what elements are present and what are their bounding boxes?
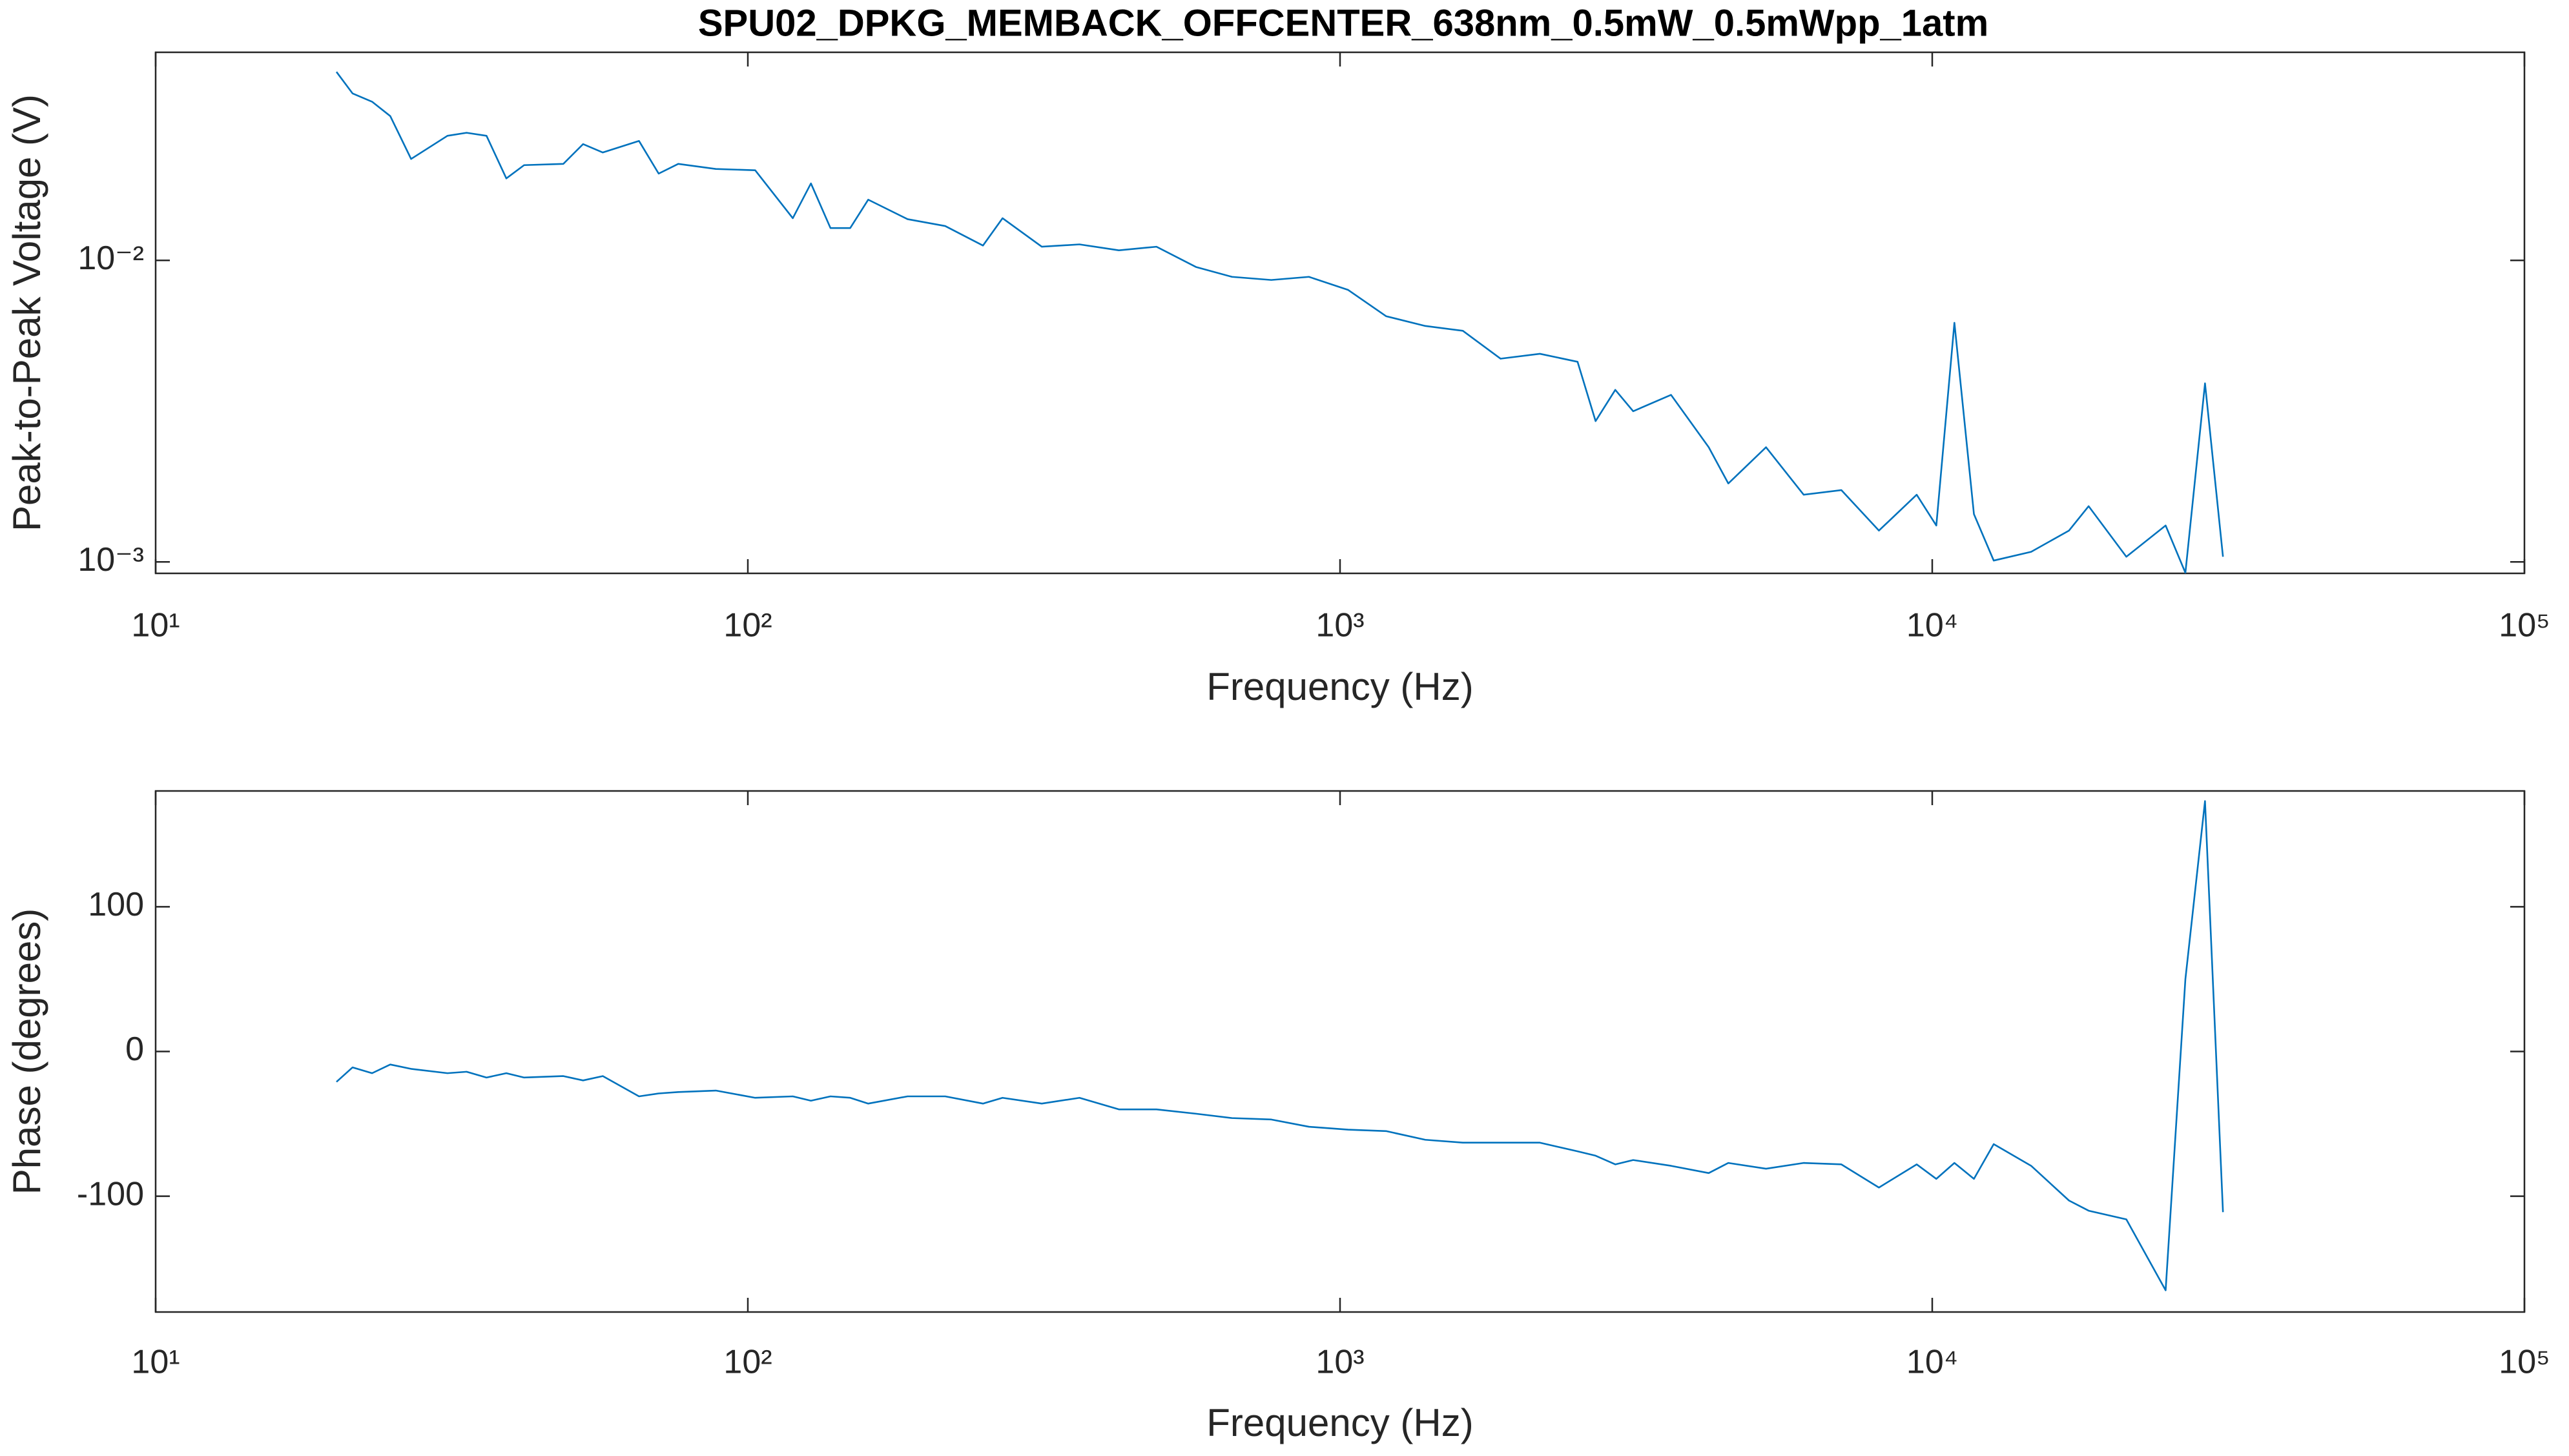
data-line — [335, 71, 2224, 573]
x-tick-label: 10³ — [1315, 607, 1364, 644]
y-tick-label: -100 — [77, 1175, 144, 1213]
x-tick-label: 10¹ — [131, 607, 180, 644]
y-tick-label: 100 — [88, 886, 144, 923]
y-tick-label: 0 — [125, 1030, 144, 1068]
x-tick-label: 10⁴ — [1906, 1344, 1958, 1381]
axes-box — [154, 790, 2526, 1313]
y-axis-label: Phase (degrees) — [5, 908, 48, 1195]
x-tick-label: 10¹ — [131, 1344, 180, 1381]
x-tick-label: 10³ — [1315, 1344, 1364, 1381]
x-tick-label: 10⁵ — [2499, 607, 2550, 644]
x-axis-label: Frequency (Hz) — [1206, 1401, 1473, 1444]
chart-title: SPU02_DPKG_MEMBACK_OFFCENTER_638nm_0.5mW… — [698, 2, 1988, 44]
x-axis-label: Frequency (Hz) — [1206, 665, 1473, 708]
plot-area — [156, 52, 2524, 573]
y-tick-label: 10⁻³ — [77, 541, 144, 579]
y-tick-label: 10⁻² — [77, 240, 144, 277]
data-line — [336, 800, 2224, 1291]
axes-box — [154, 51, 2526, 575]
x-tick-label: 10⁴ — [1906, 607, 1958, 644]
x-tick-label: 10² — [723, 607, 772, 644]
y-axis-label: Peak-to-Peak Voltage (V) — [5, 94, 48, 531]
x-tick-label: 10⁵ — [2499, 1344, 2550, 1381]
x-tick-label: 10² — [723, 1344, 772, 1381]
